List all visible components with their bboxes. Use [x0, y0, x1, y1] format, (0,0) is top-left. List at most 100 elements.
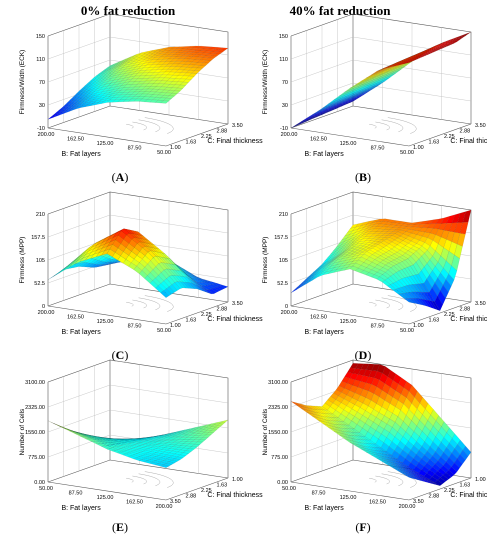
surface-mesh — [47, 45, 229, 120]
x-tick-label: 125.00 — [340, 319, 357, 325]
z-tick-label: 1550.00 — [268, 430, 288, 436]
z-tick-label: 105 — [279, 258, 288, 264]
surface-cell — [213, 51, 223, 55]
surface-cell — [177, 454, 187, 459]
x-tick-label: 87.50 — [312, 491, 326, 497]
floor-contour — [138, 297, 161, 310]
surface-cell — [457, 233, 466, 247]
panel-label-d: (D) — [354, 348, 372, 362]
surface-cell — [160, 464, 170, 468]
floor-contour — [381, 119, 404, 132]
surface-cell — [216, 49, 226, 53]
y-tick-label: 2.25 — [201, 134, 212, 140]
surface-cell — [462, 209, 472, 223]
z-tick-label: 210 — [279, 212, 288, 218]
y-tick-label: 1.00 — [232, 477, 243, 483]
surface-cell — [58, 267, 67, 274]
x-tick-label: 162.50 — [369, 500, 386, 506]
x-axis-title: B: Fat layers — [304, 329, 344, 336]
surface-cell — [434, 47, 443, 51]
y-tick-label: 1.00 — [170, 145, 181, 151]
surface-cell — [406, 298, 416, 304]
surface-cell — [194, 67, 203, 72]
column-title-right: 40% fat reduction — [289, 3, 391, 18]
z-axis-title: Firmness (MPP) — [19, 237, 26, 284]
y-tick-label: 1.63 — [217, 483, 228, 489]
y-tick-label: 1.00 — [413, 323, 424, 329]
y-tick-label: 2.88 — [217, 307, 228, 313]
surface-cell — [208, 429, 218, 433]
z-tick-label: 150 — [279, 34, 288, 40]
surface-cell — [211, 287, 220, 293]
floor-contour — [132, 475, 147, 485]
y-axis-title: C: Final thickness — [450, 138, 487, 145]
surface-cell — [290, 286, 300, 294]
z-tick-label: 70 — [39, 80, 45, 86]
floor-contour — [375, 475, 390, 485]
y-tick-label: 1.00 — [170, 323, 181, 329]
z-tick-label: 0.00 — [277, 480, 288, 486]
floor-contour — [126, 124, 134, 129]
surface-cell — [202, 60, 212, 64]
x-axis-title: B: Fat layers — [61, 505, 101, 512]
surface-cell — [440, 284, 449, 299]
x-tick-label: 125.00 — [340, 141, 357, 147]
z-tick-label: 157.5 — [31, 235, 45, 241]
x-tick-label: 125.00 — [97, 319, 114, 325]
surface-cell — [202, 434, 212, 438]
z-tick-label: 210 — [36, 212, 45, 218]
z-tick-label: 0 — [42, 304, 45, 310]
surface-cell — [165, 461, 175, 465]
panel-label-c: (C) — [111, 348, 129, 362]
z-tick-label: 0 — [285, 304, 288, 310]
surface-mesh — [290, 363, 472, 486]
surface-cell — [459, 33, 469, 38]
surface-cell — [166, 286, 175, 295]
surface-cell — [213, 286, 223, 292]
x-tick-label: 200.00 — [281, 310, 298, 316]
floor-contour — [369, 124, 377, 129]
surface-cell — [216, 422, 226, 427]
y-axis-title: C: Final thickness — [450, 492, 487, 499]
y-tick-label: 2.88 — [217, 129, 228, 135]
surface-cell — [423, 479, 432, 484]
y-tick-label: 1.00 — [475, 477, 486, 483]
panel-label-b: (B) — [354, 170, 371, 184]
z-tick-label: 52.5 — [277, 281, 288, 287]
surface-cell — [194, 284, 203, 292]
x-tick-label: 87.50 — [371, 324, 385, 330]
z-tick-label: 157.5 — [274, 235, 288, 241]
surface-cell — [210, 427, 220, 431]
surface-cell — [197, 285, 206, 293]
surface-cell — [47, 114, 57, 120]
z-tick-label: 105 — [36, 258, 45, 264]
y-tick-label: 2.25 — [444, 312, 455, 318]
surface-cell — [445, 43, 455, 46]
chart-panel-e: 3100.00 2325.00 1550.00 775.00 0.00 50.00 87.5… — [0, 359, 263, 524]
x-tick-label: 50.00 — [400, 150, 414, 156]
surface-cell — [462, 31, 472, 36]
surface-cell — [163, 463, 172, 467]
z-tick-label: 3100.00 — [25, 380, 45, 386]
surface-cell — [185, 75, 195, 80]
y-tick-label: 1.00 — [413, 145, 424, 151]
z-tick-label: 52.5 — [34, 281, 45, 287]
z-tick-label: 775.00 — [271, 455, 288, 461]
x-tick-label: 50.00 — [157, 150, 171, 156]
surface-mesh — [290, 209, 472, 312]
y-tick-label: 2.25 — [201, 488, 212, 494]
floor-contour — [387, 117, 417, 134]
x-axis-title: B: Fat layers — [61, 329, 101, 336]
x-tick-label: 200.00 — [399, 504, 416, 510]
floor-contour — [126, 302, 134, 307]
y-tick-label: 3.50 — [232, 123, 243, 129]
y-tick-label: 1.63 — [429, 140, 440, 146]
y-tick-label: 1.63 — [186, 318, 197, 324]
surface-cell — [64, 428, 73, 432]
surface-cell — [219, 47, 229, 51]
x-tick-label: 50.00 — [282, 486, 296, 492]
surface-cell — [403, 474, 412, 479]
column-title-left: 0% fat reduction — [80, 3, 176, 18]
z-tick-label: 30 — [282, 103, 288, 109]
